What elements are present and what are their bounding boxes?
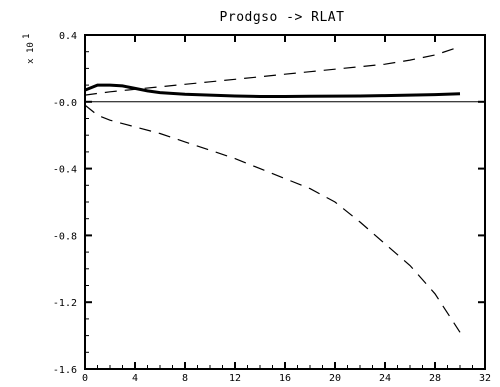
plot-frame [84,34,486,370]
response-line [84,83,461,98]
x-tick-label: 32 [479,373,491,384]
x-tick-label: 20 [329,373,341,384]
axis-ticks: 0.4 -0.0 -0.4 -0.8 -1.2 -1.6 0 4 8 12 16 20 24 28 32 [53,31,491,384]
x-tick-label: 28 [429,373,441,384]
chart-title: Prodgso -> RLAT [220,10,345,25]
series-layer [84,46,485,333]
x-tick-label: 16 [279,373,291,384]
x-tick-label: 24 [379,373,391,384]
y-tick-label: 0.4 [59,31,77,42]
x-tick-label: 12 [229,373,241,384]
y-scale-label-text: x 10 [26,42,36,64]
upper-band-line [84,46,461,96]
x-tick-label: 4 [132,373,138,384]
x-tick-label: 0 [82,373,88,384]
lower-band-line [84,104,461,333]
y-tick-label: -1.6 [53,365,77,376]
y-scale-label: x 10 1 [22,34,36,64]
y-tick-label: -0.4 [53,165,77,176]
y-tick-label: -0.8 [53,231,77,242]
y-scale-exponent: 1 [22,34,32,39]
y-tick-label: -0.0 [53,98,77,109]
y-tick-label: -1.2 [53,298,77,309]
x-tick-label: 8 [182,373,188,384]
